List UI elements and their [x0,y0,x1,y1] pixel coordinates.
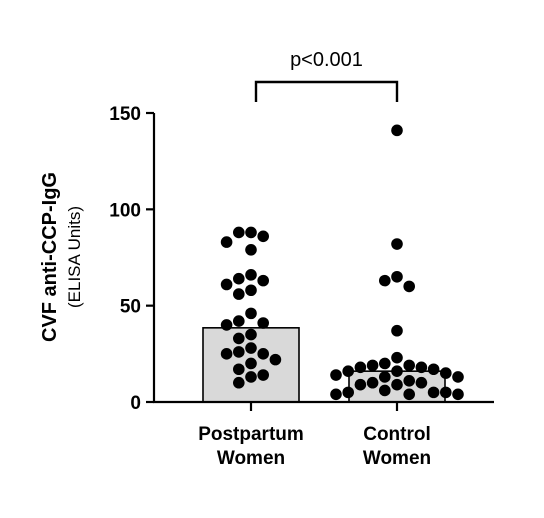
data-point [257,369,270,381]
data-point [452,388,464,401]
data-point [379,384,391,397]
y-tick-label: 150 [109,104,141,125]
data-point [403,375,416,387]
data-point [245,269,257,281]
significance-layer: p<0.001 [254,49,399,102]
x-tick-label: Control Women [363,424,431,469]
significance-bracket [254,80,399,102]
data-point [427,386,440,399]
y-ticks-layer: 0 50 100 150 [109,104,154,414]
data-point [257,317,270,329]
data-point [366,376,379,389]
data-point [354,361,367,374]
data-point [452,371,464,383]
data-point [220,348,233,360]
data-point [245,342,257,354]
data-point [245,226,257,239]
data-point [403,280,416,293]
data-point [245,371,257,383]
y-axis-sublabel: (ELISA Units) [65,206,84,308]
data-point [391,324,403,337]
significance-label: p<0.001 [290,49,363,71]
x-ticks-layer: Postpartum Women Control Women [198,402,431,469]
data-point [330,388,342,401]
data-point [342,365,355,377]
data-point [245,357,257,370]
x-tick-label: Postpartum Women [198,424,304,469]
data-point [233,288,245,300]
y-tick-label: 0 [130,393,141,414]
data-point [342,386,355,399]
data-point [415,361,428,374]
points-layer [220,124,464,401]
data-point [220,236,233,248]
data-point [379,274,391,287]
data-point [233,272,245,285]
data-point [391,270,403,283]
data-point [269,353,282,366]
data-point [391,365,403,377]
y-tick-label: 50 [120,297,141,318]
axes-layer [152,113,494,404]
data-point [220,278,233,291]
data-point [245,284,257,297]
data-point [379,357,391,370]
data-point [440,367,452,379]
data-point [415,376,428,389]
data-point [220,319,233,331]
data-point [403,388,416,401]
data-point [440,386,452,399]
data-point [245,328,257,341]
data-point [391,378,403,391]
data-point [354,378,367,391]
data-point [379,371,391,383]
data-point [366,359,379,372]
y-label-layer: CVF anti-CCP-IgG (ELISA Units) [39,172,84,342]
y-axis-label: CVF anti-CCP-IgG [39,172,61,342]
data-point [330,369,342,381]
data-point [257,348,270,360]
data-point [245,307,257,320]
data-point [391,238,403,250]
data-point [233,346,245,358]
data-point [391,124,403,137]
data-point [233,376,245,389]
data-point [391,351,403,364]
data-point [233,226,245,239]
data-point [233,315,245,327]
data-point [403,359,416,372]
data-point [257,230,270,243]
data-point [257,274,270,287]
data-point [233,332,245,345]
data-point [427,363,440,376]
y-tick-label: 100 [109,200,141,221]
data-point [233,363,245,376]
data-point [245,243,257,256]
